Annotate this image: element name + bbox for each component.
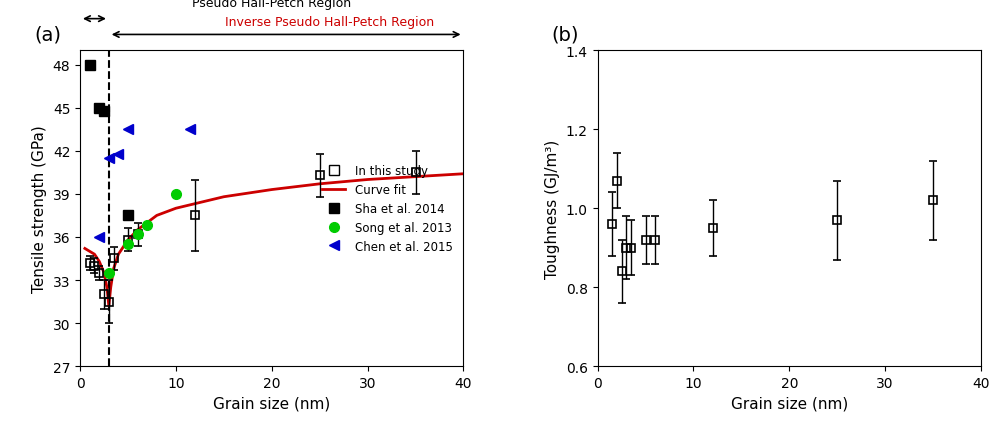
Text: (b): (b): [552, 26, 580, 45]
X-axis label: Grain size (nm): Grain size (nm): [213, 396, 330, 411]
Line: Song et al. 2013: Song et al. 2013: [104, 190, 181, 278]
Song et al. 2013: [170, 192, 182, 197]
Curve fit: [265, 187, 277, 193]
Text: Inverse Pseudo Hall-Petch Region: Inverse Pseudo Hall-Petch Region: [224, 16, 433, 29]
Sha et al. 2014: [84, 63, 96, 68]
Y-axis label: Tensile strength (GPa): Tensile strength (GPa): [32, 125, 47, 292]
Curve fit: [88, 252, 100, 257]
Curve fit: [101, 285, 113, 290]
Song et al. 2013: [141, 223, 153, 228]
Chen et al. 2015: [112, 152, 124, 157]
Curve fit: [170, 206, 182, 211]
Text: Pseudo Hall-Petch Region: Pseudo Hall-Petch Region: [192, 0, 351, 10]
Song et al. 2013: [122, 242, 134, 247]
Sha et al. 2014: [122, 213, 134, 219]
Curve fit: [105, 285, 117, 290]
Curve fit: [79, 246, 91, 251]
Legend: In this study, Curve fit, Sha et al. 2014, Song et al. 2013, Chen et al. 2015: In this study, Curve fit, Sha et al. 201…: [317, 160, 457, 258]
Curve fit: [98, 271, 110, 276]
Chen et al. 2015: [103, 156, 115, 161]
Curve fit: [131, 227, 143, 233]
Sha et al. 2014: [93, 106, 105, 111]
Curve fit: [218, 195, 230, 200]
Curve fit: [313, 182, 325, 187]
Text: (a): (a): [34, 26, 61, 45]
Curve fit: [108, 266, 120, 271]
Chen et al. 2015: [184, 127, 196, 132]
X-axis label: Grain size (nm): Grain size (nm): [731, 396, 848, 411]
Curve fit: [103, 304, 115, 309]
Chen et al. 2015: [93, 235, 105, 240]
Curve fit: [122, 238, 134, 243]
Curve fit: [151, 213, 163, 219]
Curve fit: [361, 178, 373, 183]
Chen et al. 2015: [122, 127, 134, 132]
Curve fit: [457, 172, 469, 177]
Sha et al. 2014: [98, 109, 110, 114]
Line: Chen et al. 2015: Chen et al. 2015: [94, 125, 195, 242]
Song et al. 2013: [131, 232, 143, 237]
Curve fit: [409, 175, 421, 180]
Line: Sha et al. 2014: Sha et al. 2014: [85, 60, 133, 221]
Line: Curve fit: Curve fit: [85, 174, 463, 306]
Y-axis label: Toughness (GJ/m³): Toughness (GJ/m³): [546, 139, 561, 278]
Curve fit: [112, 252, 124, 257]
Curve fit: [93, 259, 105, 264]
Curve fit: [84, 249, 96, 254]
Song et al. 2013: [103, 271, 115, 276]
